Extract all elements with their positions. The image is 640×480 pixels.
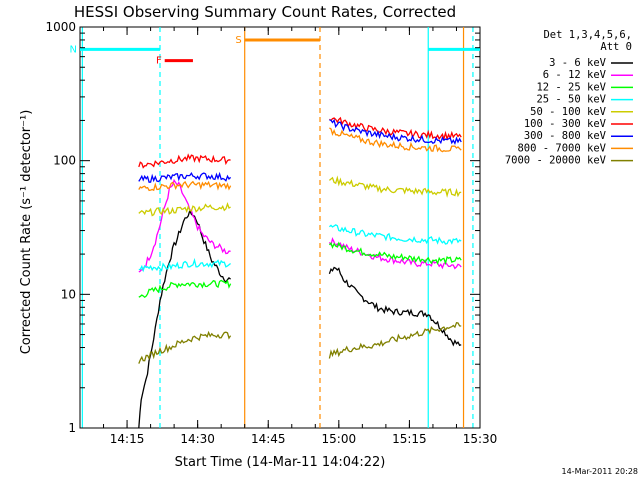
legend-label-1: 3 - 6 keV [549, 57, 607, 69]
legend-label-3: 12 - 25 keV [536, 81, 606, 93]
series-4-segment-2 [328, 224, 462, 245]
series-3-segment-1 [138, 279, 232, 299]
x-tick-label-2: 14:30 [180, 432, 215, 446]
x-tick-label-5: 15:15 [392, 432, 427, 446]
x-tick-label-6: 15:30 [463, 432, 498, 446]
x-tick-label-3: 14:45 [251, 432, 286, 446]
x-axis-ticks: 14:15 14:30 14:45 15:00 15:15 15:30 [79, 27, 498, 446]
series-8-segment-2 [329, 127, 462, 153]
series-8-segment-1 [138, 180, 232, 192]
y-tick-label-2: 10 [61, 287, 76, 301]
flag-bars: F N S [70, 35, 480, 67]
x-tick-label-4: 15:00 [322, 432, 357, 446]
series-9-segment-2 [328, 321, 462, 359]
series-5-segment-2 [328, 175, 462, 198]
series-5-segment-1 [138, 202, 231, 217]
legend-label-5: 50 - 100 keV [530, 106, 607, 118]
series-1-segment-1 [138, 208, 231, 429]
legend-label-7: 300 - 800 keV [524, 130, 607, 142]
series-6-segment-1 [138, 153, 231, 169]
chart-title: HESSI Observing Summary Count Rates, Cor… [74, 3, 456, 21]
legend-header-line-2: Att 0 [600, 41, 632, 53]
flag-label-N: N [70, 44, 77, 55]
time-markers [81, 27, 474, 428]
legend-header-line-1: Det 1,3,4,5,6, [543, 29, 632, 41]
x-axis-label: Start Time (14-Mar-11 14:04:22) [175, 455, 386, 470]
y-axis-label: Corrected Count Rate (s⁻¹ detector⁻¹) [19, 110, 34, 355]
series-7-segment-2 [329, 118, 462, 145]
y-tick-label-3: 100 [53, 154, 76, 168]
series-1-segment-2 [328, 266, 462, 347]
flag-label-F: F [156, 56, 162, 67]
series-group [138, 116, 462, 429]
y-tick-label-4: 1000 [45, 20, 76, 34]
series-9-segment-1 [138, 330, 232, 364]
y-axis-ticks: 1 10 100 1000 [45, 20, 480, 435]
series-3-segment-2 [328, 241, 462, 266]
plot-frame [79, 26, 481, 429]
series-4-segment-1 [138, 257, 231, 273]
flag-label-S: S [235, 35, 241, 46]
x-tick-label-1: 14:15 [110, 432, 145, 446]
legend-label-2: 6 - 12 keV [543, 69, 607, 81]
y-tick-label-1: 1 [68, 421, 76, 435]
series-2-segment-1 [138, 178, 231, 273]
series-2-segment-2 [328, 237, 462, 270]
timestamp: 14-Mar-2011 20:28 [562, 467, 639, 476]
legend-label-6: 100 - 300 keV [524, 118, 607, 130]
legend-label-8: 800 - 7000 keV [517, 142, 606, 154]
series-6-segment-2 [329, 116, 462, 142]
legend-label-9: 7000 - 20000 keV [505, 155, 607, 167]
legend-label-4: 25 - 50 keV [536, 94, 606, 106]
series-7-segment-1 [138, 171, 232, 183]
